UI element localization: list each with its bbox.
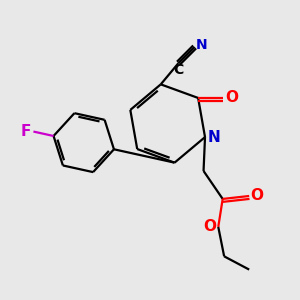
Text: O: O (225, 90, 238, 105)
Text: C: C (173, 63, 184, 76)
Text: O: O (250, 188, 264, 203)
Text: N: N (208, 130, 220, 145)
Text: F: F (20, 124, 31, 139)
Text: O: O (203, 219, 217, 234)
Text: N: N (196, 38, 208, 52)
